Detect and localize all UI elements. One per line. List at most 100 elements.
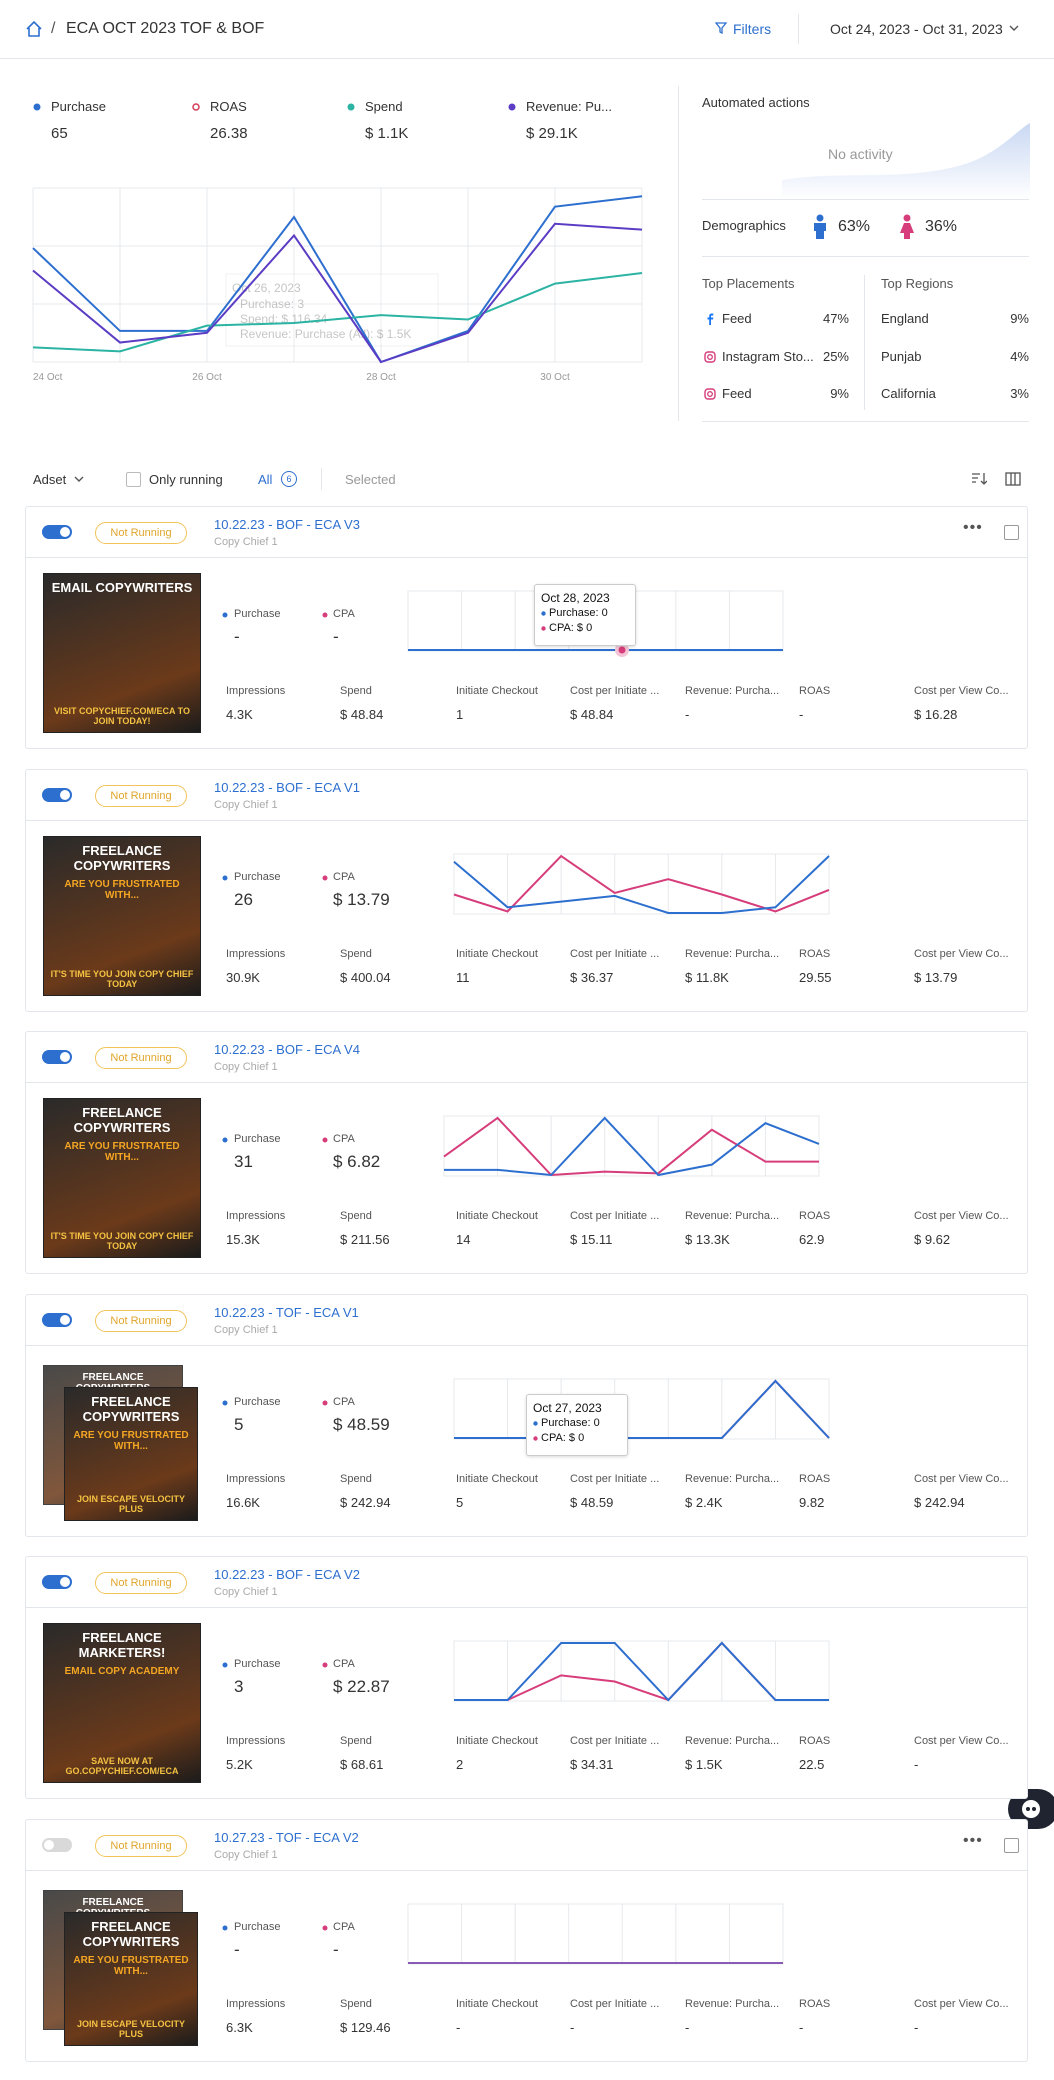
dot [618, 646, 626, 654]
legend-dot [322, 1925, 328, 1931]
instagram-icon [704, 351, 716, 363]
metric-value: $ 16.28 [914, 707, 958, 722]
metric-label: ROAS [799, 1472, 831, 1485]
sparkline [443, 1115, 820, 1177]
metric-label: ROAS [799, 947, 831, 960]
level-select[interactable]: Adset [33, 472, 67, 487]
toggle[interactable] [41, 787, 73, 803]
checkbox[interactable] [126, 472, 141, 487]
glyph [707, 391, 713, 397]
metric-name[interactable]: Spend [365, 99, 403, 114]
adset-name[interactable]: 10.22.23 - BOF - ECA V3 [214, 517, 360, 532]
metric-value: - [685, 2020, 690, 2035]
legend-dot [192, 103, 200, 111]
metric-value: $ 68.61 [340, 1757, 384, 1773]
metric-value: 4.3K [226, 707, 253, 722]
metric-value: $ 9.62 [914, 1232, 951, 1248]
toggle[interactable] [41, 1312, 73, 1328]
data-line [454, 1641, 829, 1702]
creative-text: SAVE NOW AT GO.COPYCHIEF.COM/ECA [65, 1756, 179, 1777]
card-divider [26, 1607, 1027, 1609]
adset-name[interactable]: 10.22.23 - TOF - ECA V1 [214, 1304, 359, 1320]
metric-label: Spend [340, 947, 372, 960]
purchase-value: 3 [234, 1677, 244, 1697]
cpa-label: CPA [333, 608, 355, 620]
toggle[interactable] [41, 524, 73, 540]
home-icon[interactable] [25, 20, 43, 38]
placement-share: 9% [830, 386, 849, 401]
toggle[interactable] [41, 1574, 73, 1590]
metric-value: $ 48.59 [570, 1494, 614, 1510]
metric-label: Impressions [226, 1210, 286, 1223]
dot [533, 1436, 538, 1441]
glyph [704, 351, 716, 363]
selected-tab[interactable]: Selected [345, 472, 396, 487]
data-line [444, 1116, 820, 1177]
more-menu[interactable]: ••• [963, 1832, 983, 1849]
adset-name[interactable]: 10.22.23 - BOF - ECA V4 [214, 1042, 360, 1058]
adset-name[interactable]: 10.22.23 - BOF - ECA V2 [214, 1567, 360, 1583]
metric-value: $ 242.94 [914, 1494, 965, 1510]
metric-value: 1 [456, 707, 464, 722]
legend-dot [541, 611, 546, 616]
adset-name[interactable]: 10.27.23 - TOF - ECA V2 [214, 1830, 359, 1845]
creative-text: FREELANCE COPYWRITERS [82, 1393, 180, 1424]
metric-value: $ 1.1K [365, 125, 409, 142]
metric-value: 65 [51, 125, 68, 142]
facebook-icon [707, 313, 714, 325]
metric-value: 22.5 [799, 1757, 825, 1773]
metric-value: 6.3K [226, 2020, 253, 2035]
toggle[interactable] [41, 1837, 73, 1853]
metric-value: 2 [456, 1757, 464, 1773]
sort-icon[interactable] [971, 472, 987, 486]
cpa-value: $ 48.59 [333, 1414, 390, 1434]
tooltip-line: Purchase: 3 [240, 297, 304, 311]
cpa-label: CPA [333, 1658, 355, 1671]
row-checkbox[interactable] [1004, 1838, 1019, 1853]
account-name: Copy Chief 1 [214, 1061, 278, 1074]
metric-label: ROAS [799, 685, 831, 697]
date-range[interactable]: Oct 24, 2023 - Oct 31, 2023 [830, 21, 1003, 37]
row-checkbox[interactable] [1004, 525, 1019, 540]
metric-name[interactable]: Revenue: Pu... [526, 99, 612, 114]
adset-name[interactable]: 10.22.23 - BOF - ECA V1 [214, 779, 360, 795]
divider [702, 256, 1029, 257]
dot [222, 1662, 228, 1668]
metric-label: Impressions [226, 685, 286, 697]
more-menu[interactable]: ••• [963, 519, 983, 536]
metric-name[interactable]: Purchase [51, 99, 106, 114]
metric-label: Cost per Initiate ... [570, 1998, 660, 2010]
dot [322, 1925, 328, 1931]
metric-label: Initiate Checkout [456, 685, 538, 697]
only-running[interactable]: Only running [149, 472, 223, 487]
metric-value: - [799, 707, 804, 722]
toggle-knob [44, 1840, 54, 1850]
legend-dot [322, 875, 328, 881]
x-tick-label: 24 Oct [33, 372, 63, 383]
metric-label: ROAS [799, 1210, 831, 1223]
columns-icon[interactable] [1005, 472, 1021, 486]
tooltip-line: Purchase: 0 [549, 607, 608, 619]
creative-text: FREELANCE MARKETERS! [78, 1630, 166, 1661]
metric-value: $ 13.79 [914, 969, 958, 985]
creative-text: IT'S TIME YOU JOIN COPY CHIEF TODAY [50, 968, 194, 989]
data-line [454, 1379, 830, 1439]
metric-value: $ 2.4K [685, 1494, 723, 1510]
filters-button[interactable]: Filters [733, 21, 772, 37]
legend-dot [347, 103, 355, 111]
adset-card: Not Running 10.22.23 - BOF - ECA V3 Copy C… [25, 506, 1028, 749]
metric-value: $ 48.84 [570, 707, 614, 722]
all-tab[interactable]: All [258, 472, 273, 487]
status-pill: Not Running [95, 1572, 187, 1595]
purchase-label: Purchase [234, 608, 281, 620]
panel-divider [678, 86, 679, 421]
adset-card: Not Running 10.27.23 - TOF - ECA V2 Copy C… [25, 1819, 1028, 2062]
account-name: Copy Chief 1 [214, 1586, 278, 1599]
metric-name[interactable]: ROAS [210, 99, 247, 114]
toggle[interactable] [41, 1049, 73, 1065]
metric-value: $ 34.31 [570, 1757, 614, 1773]
region-share: 9% [1010, 311, 1029, 326]
chevron [74, 476, 84, 482]
metric-label: Cost per View Co... [914, 1210, 1009, 1223]
creative-thumbnail: FREELANCE MARKETERS! EMAIL COPY ACADEMY SA… [43, 1623, 201, 1784]
